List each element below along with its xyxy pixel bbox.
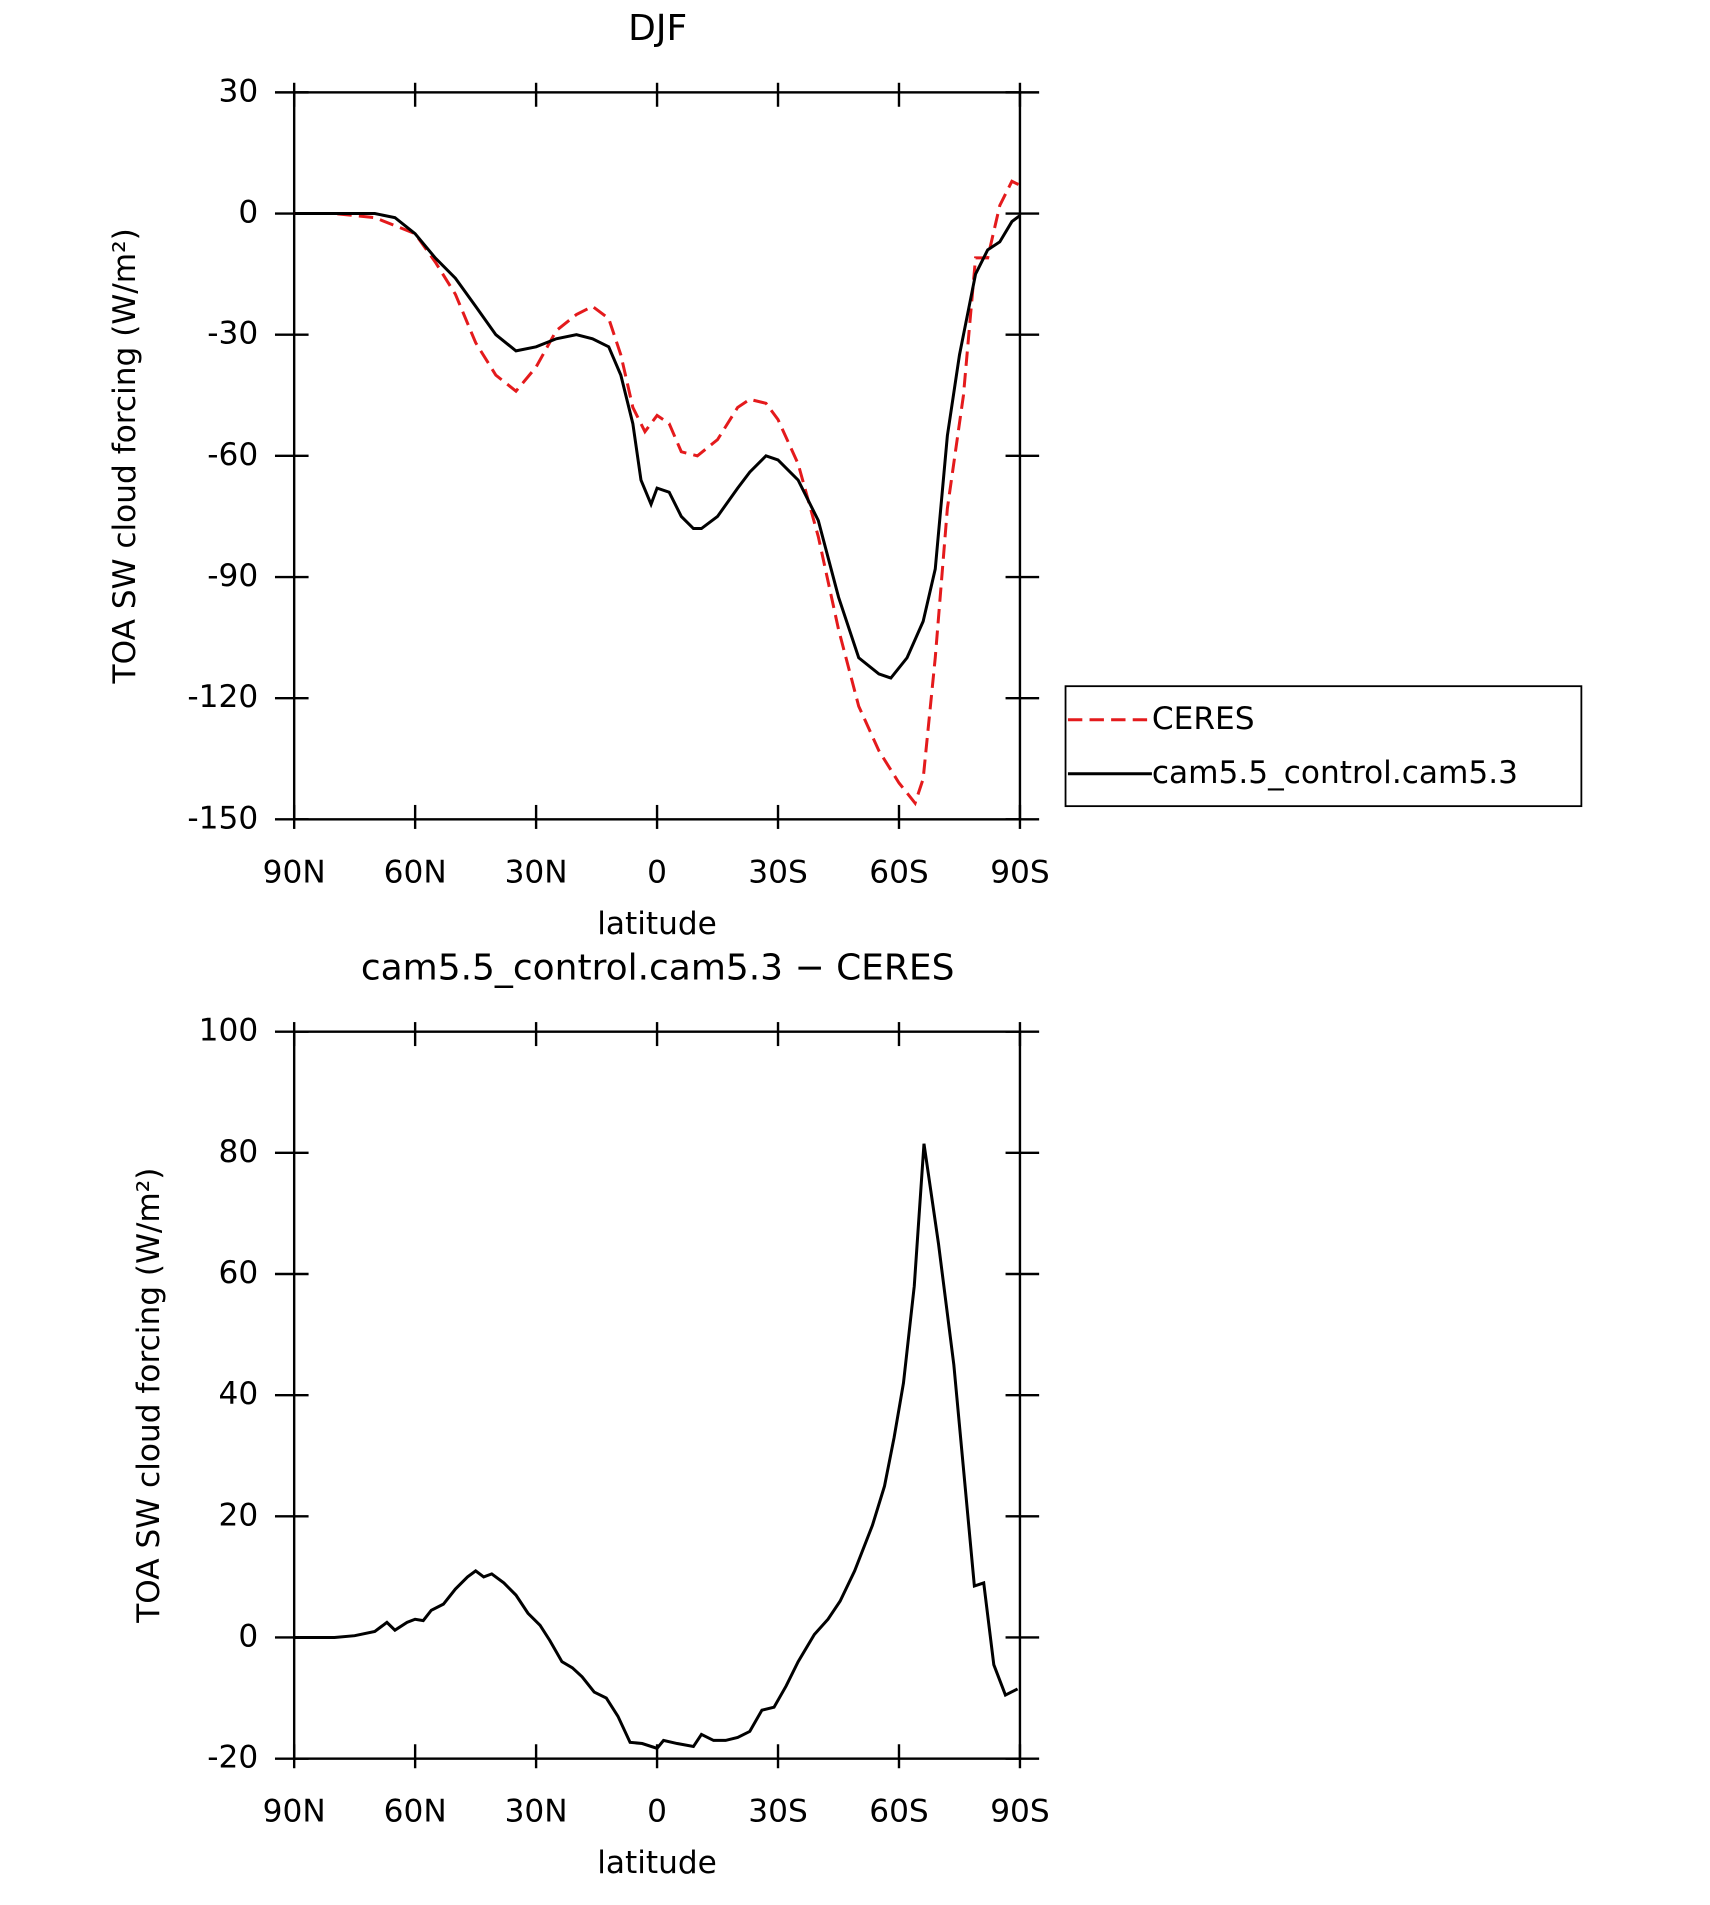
y-axis-label: TOA SW cloud forcing (W/m²) — [131, 1168, 167, 1624]
x-tick-label: 90N — [263, 1794, 326, 1830]
y-tick-label: 60 — [219, 1255, 259, 1291]
chart-title: cam5.5_control.cam5.3 − CERES — [361, 947, 955, 988]
y-tick-label: 100 — [199, 1013, 259, 1049]
y-tick-label: -20 — [207, 1740, 258, 1776]
legend-box — [1064, 685, 1583, 808]
chart-title: DJF — [628, 8, 687, 49]
x-tick-label: 0 — [647, 1794, 667, 1830]
y-tick-label: 0 — [238, 195, 258, 231]
x-axis-label: latitude — [597, 1845, 717, 1881]
y-tick-label: 40 — [219, 1376, 259, 1412]
plot-frame — [292, 1030, 1022, 1760]
y-tick-label: 0 — [238, 1618, 258, 1654]
y-tick-label: 30 — [219, 73, 259, 109]
y-tick-label: -90 — [207, 558, 258, 594]
x-axis-label: latitude — [597, 906, 717, 942]
x-tick-label: 90S — [990, 854, 1049, 890]
plot-frame — [292, 91, 1022, 821]
y-tick-label: -30 — [207, 316, 258, 352]
x-tick-label: 30S — [748, 1794, 807, 1830]
x-tick-label: 60N — [384, 1794, 447, 1830]
x-tick-label: 60N — [384, 854, 447, 890]
x-tick-label: 0 — [647, 854, 667, 890]
x-tick-label: 30N — [505, 854, 568, 890]
y-tick-label: -60 — [207, 437, 258, 473]
x-tick-label: 30S — [748, 854, 807, 890]
y-tick-label: 80 — [219, 1134, 259, 1170]
y-tick-label: 20 — [219, 1497, 259, 1533]
y-tick-label: -150 — [187, 800, 258, 836]
x-tick-label: 90N — [263, 854, 326, 890]
x-tick-label: 60S — [869, 854, 928, 890]
y-tick-label: -120 — [187, 679, 258, 715]
data-line — [294, 212, 1021, 680]
legend-label: cam5.5_control.cam5.3 — [1152, 755, 1518, 791]
data-line — [294, 179, 1021, 807]
x-tick-label: 90S — [990, 1794, 1049, 1830]
y-axis-label: TOA SW cloud forcing (W/m²) — [107, 228, 143, 684]
x-tick-label: 60S — [869, 1794, 928, 1830]
legend-label: CERES — [1152, 701, 1255, 737]
x-tick-label: 30N — [505, 1794, 568, 1830]
data-line — [294, 1143, 1019, 1751]
